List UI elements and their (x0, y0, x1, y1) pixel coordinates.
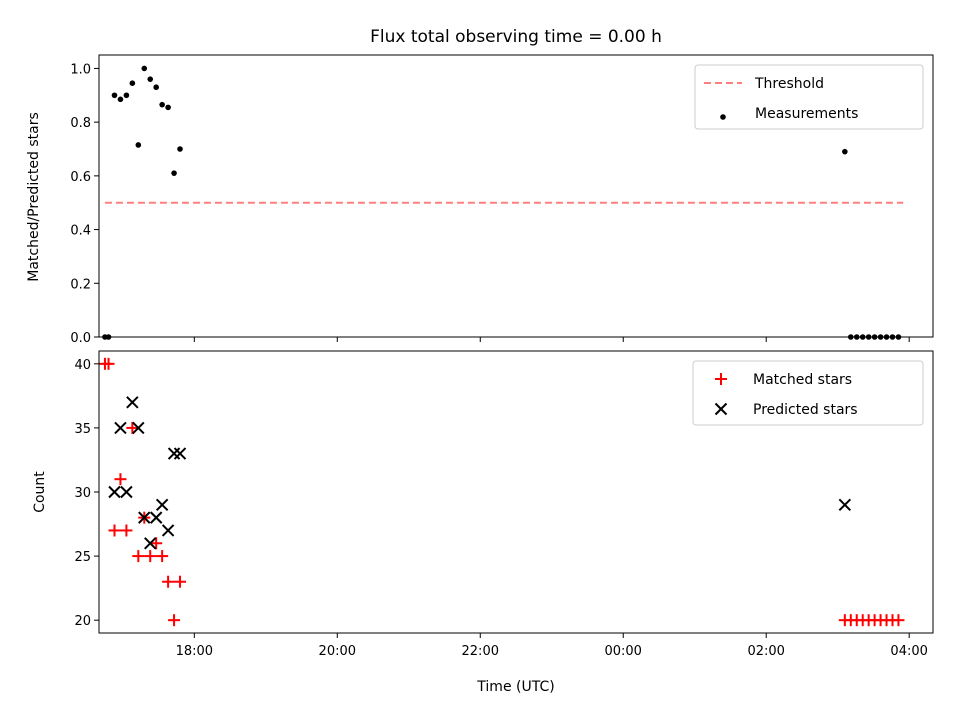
point-1-0-9 (150, 537, 163, 550)
legend-box-0 (694, 64, 924, 130)
point-1-0-2 (108, 524, 121, 537)
x-axis-label: Time (UTC) (476, 679, 554, 695)
legend-symbol-1-0 (715, 373, 727, 385)
point-1-1-5 (138, 511, 151, 524)
y-tick-label-1-0: 20 (74, 614, 91, 629)
point-1-1-6 (144, 537, 157, 550)
top-plot: 0.0 0.2 0.4 0.6 0.8 1.0 Threshold Measurements (70, 54, 934, 346)
y-tick-label-0-4: 0.8 (70, 116, 91, 131)
point-0-1-7 (141, 65, 148, 72)
point-1-1-7 (149, 511, 163, 524)
point-1-0-3 (114, 473, 127, 486)
point-0-1-13 (177, 146, 183, 152)
legend-label-1-0: Matched stars (753, 372, 852, 388)
x-tick-label-1: 20:00 (319, 644, 356, 659)
legend-0: Threshold Measurements (694, 64, 924, 130)
y-tick-label-1-1: 25 (74, 550, 91, 565)
y-tick-label-1-4: 40 (74, 358, 91, 373)
point-0-1-2 (111, 92, 118, 99)
point-1-0-4 (120, 524, 133, 537)
legend-1: Matched stars Predicted stars (692, 360, 924, 426)
point-0-1-5 (129, 80, 136, 86)
point-1-1-8 (155, 498, 169, 512)
chart-title: Flux total observing time = 0.00 h (370, 27, 662, 47)
point-1-1-12 (838, 498, 852, 512)
legend-symbol-0-1 (720, 114, 726, 120)
x-tick-label-5: 04:00 (890, 644, 927, 659)
y-tick-label-0-0: 0.0 (70, 331, 91, 346)
legend-box-1 (692, 360, 924, 426)
y-tick-label-0-1: 0.2 (70, 277, 91, 292)
point-0-1-11 (165, 104, 171, 111)
series-0-1 (102, 65, 902, 340)
legend-label-0-0: Threshold (754, 76, 824, 92)
point-0-1-4 (123, 92, 130, 99)
y-tick-label-0-3: 0.6 (70, 170, 91, 185)
point-0-1-10 (159, 101, 165, 108)
x-tick-label-2: 22:00 (462, 644, 499, 659)
point-1-0-6 (132, 550, 145, 563)
point-1-0-10 (156, 550, 169, 563)
legend-symbol-1-1 (714, 402, 728, 416)
bottom-y-axis-label: Count (32, 471, 48, 513)
point-1-0-1 (102, 357, 115, 370)
x-tick-label-3: 00:00 (604, 644, 641, 659)
point-1-0-23 (892, 614, 905, 627)
point-1-0-8 (144, 550, 157, 563)
point-0-1-3 (117, 96, 124, 103)
point-1-0-12 (168, 614, 181, 627)
point-1-1-2 (120, 485, 133, 499)
series-1-1 (108, 396, 852, 550)
y-tick-label-0-5: 1.0 (70, 62, 91, 77)
point-1-1-4 (132, 421, 145, 435)
point-1-0-13 (174, 575, 187, 588)
top-y-axis-label: Matched/Predicted stars (26, 112, 42, 282)
plot-frame-0 (98, 54, 934, 338)
y-tick-label-0-2: 0.4 (70, 224, 91, 239)
y-tick-label-1-3: 35 (74, 422, 91, 437)
point-0-1-6 (135, 142, 142, 148)
legend-label-0-1: Measurements (755, 106, 858, 122)
point-1-0-5 (126, 421, 139, 434)
plot-frame-1 (98, 350, 934, 634)
series-1-0 (98, 357, 905, 627)
point-1-1-11 (173, 447, 187, 460)
point-0-1-9 (153, 84, 159, 91)
point-1-1-1 (114, 421, 127, 435)
point-1-1-0 (108, 485, 121, 499)
x-tick-label-0: 18:00 (176, 644, 213, 659)
point-1-1-9 (161, 524, 175, 537)
bottom-plot: 20 25 30 35 40 18:00 20:00 22:00 00:00 02:00 04:00… (74, 350, 934, 659)
point-1-1-3 (126, 396, 139, 409)
point-0-1-14 (842, 148, 848, 155)
point-0-1-8 (147, 76, 154, 82)
point-0-1-12 (171, 170, 177, 176)
y-tick-label-1-2: 30 (74, 486, 91, 501)
legend-label-1-1: Predicted stars (753, 402, 858, 418)
x-tick-label-4: 02:00 (747, 644, 784, 659)
point-1-0-11 (162, 575, 175, 588)
